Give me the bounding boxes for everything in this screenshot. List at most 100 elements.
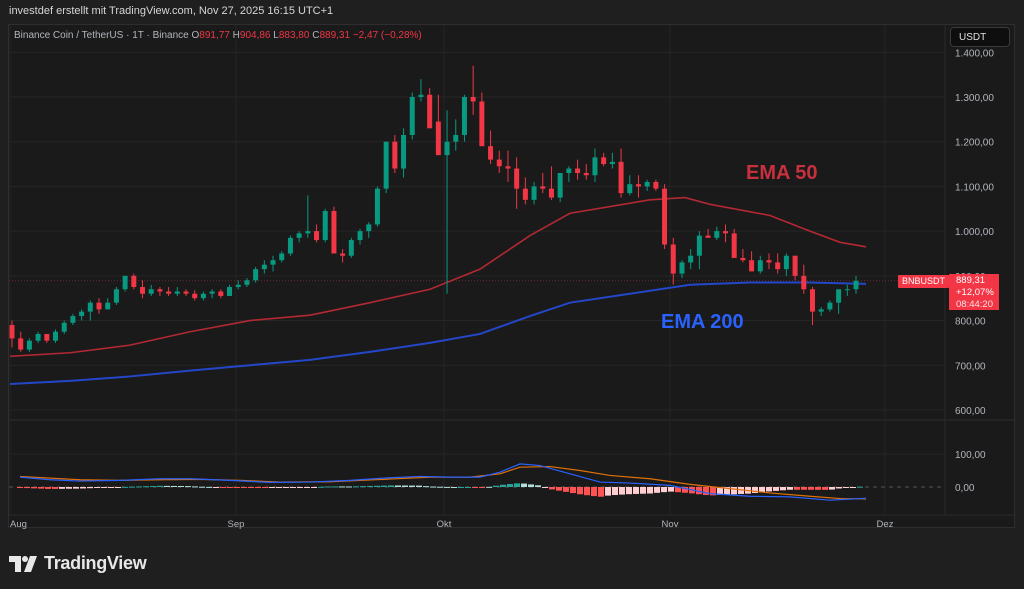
macd-histogram-bar — [367, 485, 373, 487]
macd-histogram-bar — [836, 487, 842, 489]
candle — [200, 291, 206, 301]
price-axis-label: 800,00 — [955, 317, 986, 328]
macd-histogram-bar — [255, 487, 261, 488]
candle — [244, 278, 250, 288]
candle — [836, 289, 842, 314]
candle — [592, 148, 598, 182]
open-value: 891,77 — [199, 30, 230, 41]
macd-histogram-bar — [87, 487, 93, 489]
macd-histogram-bar — [696, 487, 702, 495]
macd-histogram-bar — [206, 486, 212, 488]
time-axis-label: Nov — [662, 519, 679, 530]
macd-histogram-bar — [465, 487, 471, 488]
macd-histogram-bar — [388, 485, 394, 487]
macd-histogram-bar — [843, 487, 849, 488]
candle — [322, 208, 328, 243]
macd-histogram-bar — [773, 487, 779, 491]
macd-histogram-bar — [136, 486, 142, 488]
macd-histogram-bar — [31, 487, 37, 489]
macd-histogram-bar — [780, 487, 786, 491]
macd-histogram-bar — [45, 487, 51, 489]
candle — [9, 320, 15, 348]
low-label: L — [273, 30, 279, 41]
candle — [314, 224, 320, 243]
candle — [435, 94, 441, 156]
macd-histogram-bar — [829, 487, 835, 490]
candle — [140, 280, 146, 299]
candle — [392, 135, 398, 174]
candle — [792, 255, 798, 281]
macd-histogram-bar — [626, 487, 632, 495]
candle — [183, 289, 189, 296]
candle — [635, 175, 641, 198]
candle — [627, 175, 633, 196]
candle — [740, 249, 746, 263]
macd-histogram-bar — [101, 487, 107, 488]
macd-histogram-bar — [164, 485, 170, 487]
macd-histogram-bar — [514, 483, 520, 487]
macd-histogram-bar — [556, 487, 562, 491]
candle — [488, 130, 494, 165]
tradingview-logo[interactable]: TradingView — [9, 553, 147, 574]
candle — [705, 228, 711, 238]
candle — [662, 184, 668, 250]
candle — [679, 260, 685, 279]
candle — [601, 152, 607, 167]
bar-countdown: 08:44:20 — [956, 299, 993, 310]
candle — [427, 88, 433, 129]
currency-button[interactable]: USDT — [950, 27, 1010, 47]
change-value: −2,47 (−0,28%) — [352, 30, 422, 41]
ema200-line — [9, 281, 867, 386]
last-price-badge: 889,31 +12,07% 08:44:20 — [949, 274, 999, 310]
price-axis-label: 1.100,00 — [955, 182, 994, 193]
macd-histogram-bar — [283, 487, 289, 488]
candle — [757, 255, 763, 274]
ema50-annotation: EMA 50 — [746, 162, 818, 184]
macd-histogram-bar — [535, 485, 541, 487]
candle — [279, 251, 285, 263]
candle — [827, 300, 833, 312]
macd-histogram-bar — [444, 486, 450, 488]
macd-histogram-bar — [542, 487, 548, 488]
candle — [209, 289, 215, 299]
chart-caption: investdef erstellt mit TradingView.com, … — [9, 5, 334, 17]
candle — [496, 150, 502, 174]
open-label: O — [191, 30, 200, 41]
candle — [688, 249, 694, 270]
macd-histogram-bar — [185, 486, 191, 488]
candle — [166, 287, 172, 296]
macd-histogram-bar — [528, 484, 534, 487]
macd-histogram-bar — [731, 487, 737, 495]
macd-signal-line — [19, 465, 867, 500]
macd-histogram-bar — [500, 484, 506, 487]
candle — [44, 333, 50, 343]
macd-histogram-bar — [437, 486, 443, 488]
macd-histogram-bar — [451, 487, 457, 488]
candle — [696, 231, 702, 270]
candle — [531, 181, 537, 205]
macd-histogram-bar — [311, 487, 317, 488]
macd-histogram-bar — [297, 487, 303, 488]
macd-histogram-bar — [584, 487, 590, 496]
candle — [722, 224, 728, 243]
macd-histogram-bar — [654, 487, 660, 493]
macd-histogram-bar — [269, 487, 275, 488]
macd-histogram-bar — [717, 487, 723, 496]
macd-axis-label: 100,00 — [955, 450, 986, 461]
candle — [444, 110, 450, 294]
candle — [548, 166, 554, 200]
close-label: C — [312, 30, 320, 41]
price-axis-label: 1.400,00 — [955, 48, 994, 59]
time-axis-label: Sep — [228, 519, 245, 530]
macd-histogram-bar — [353, 486, 359, 488]
macd-histogram-bar — [318, 486, 324, 488]
macd-histogram-bar — [724, 487, 730, 495]
candle — [174, 287, 180, 296]
candle — [818, 307, 824, 317]
candle — [18, 331, 24, 352]
macd-histogram-bar — [66, 487, 72, 489]
macd-histogram-bar — [591, 487, 597, 497]
candle — [79, 309, 85, 321]
macd-histogram-bar — [234, 487, 240, 488]
